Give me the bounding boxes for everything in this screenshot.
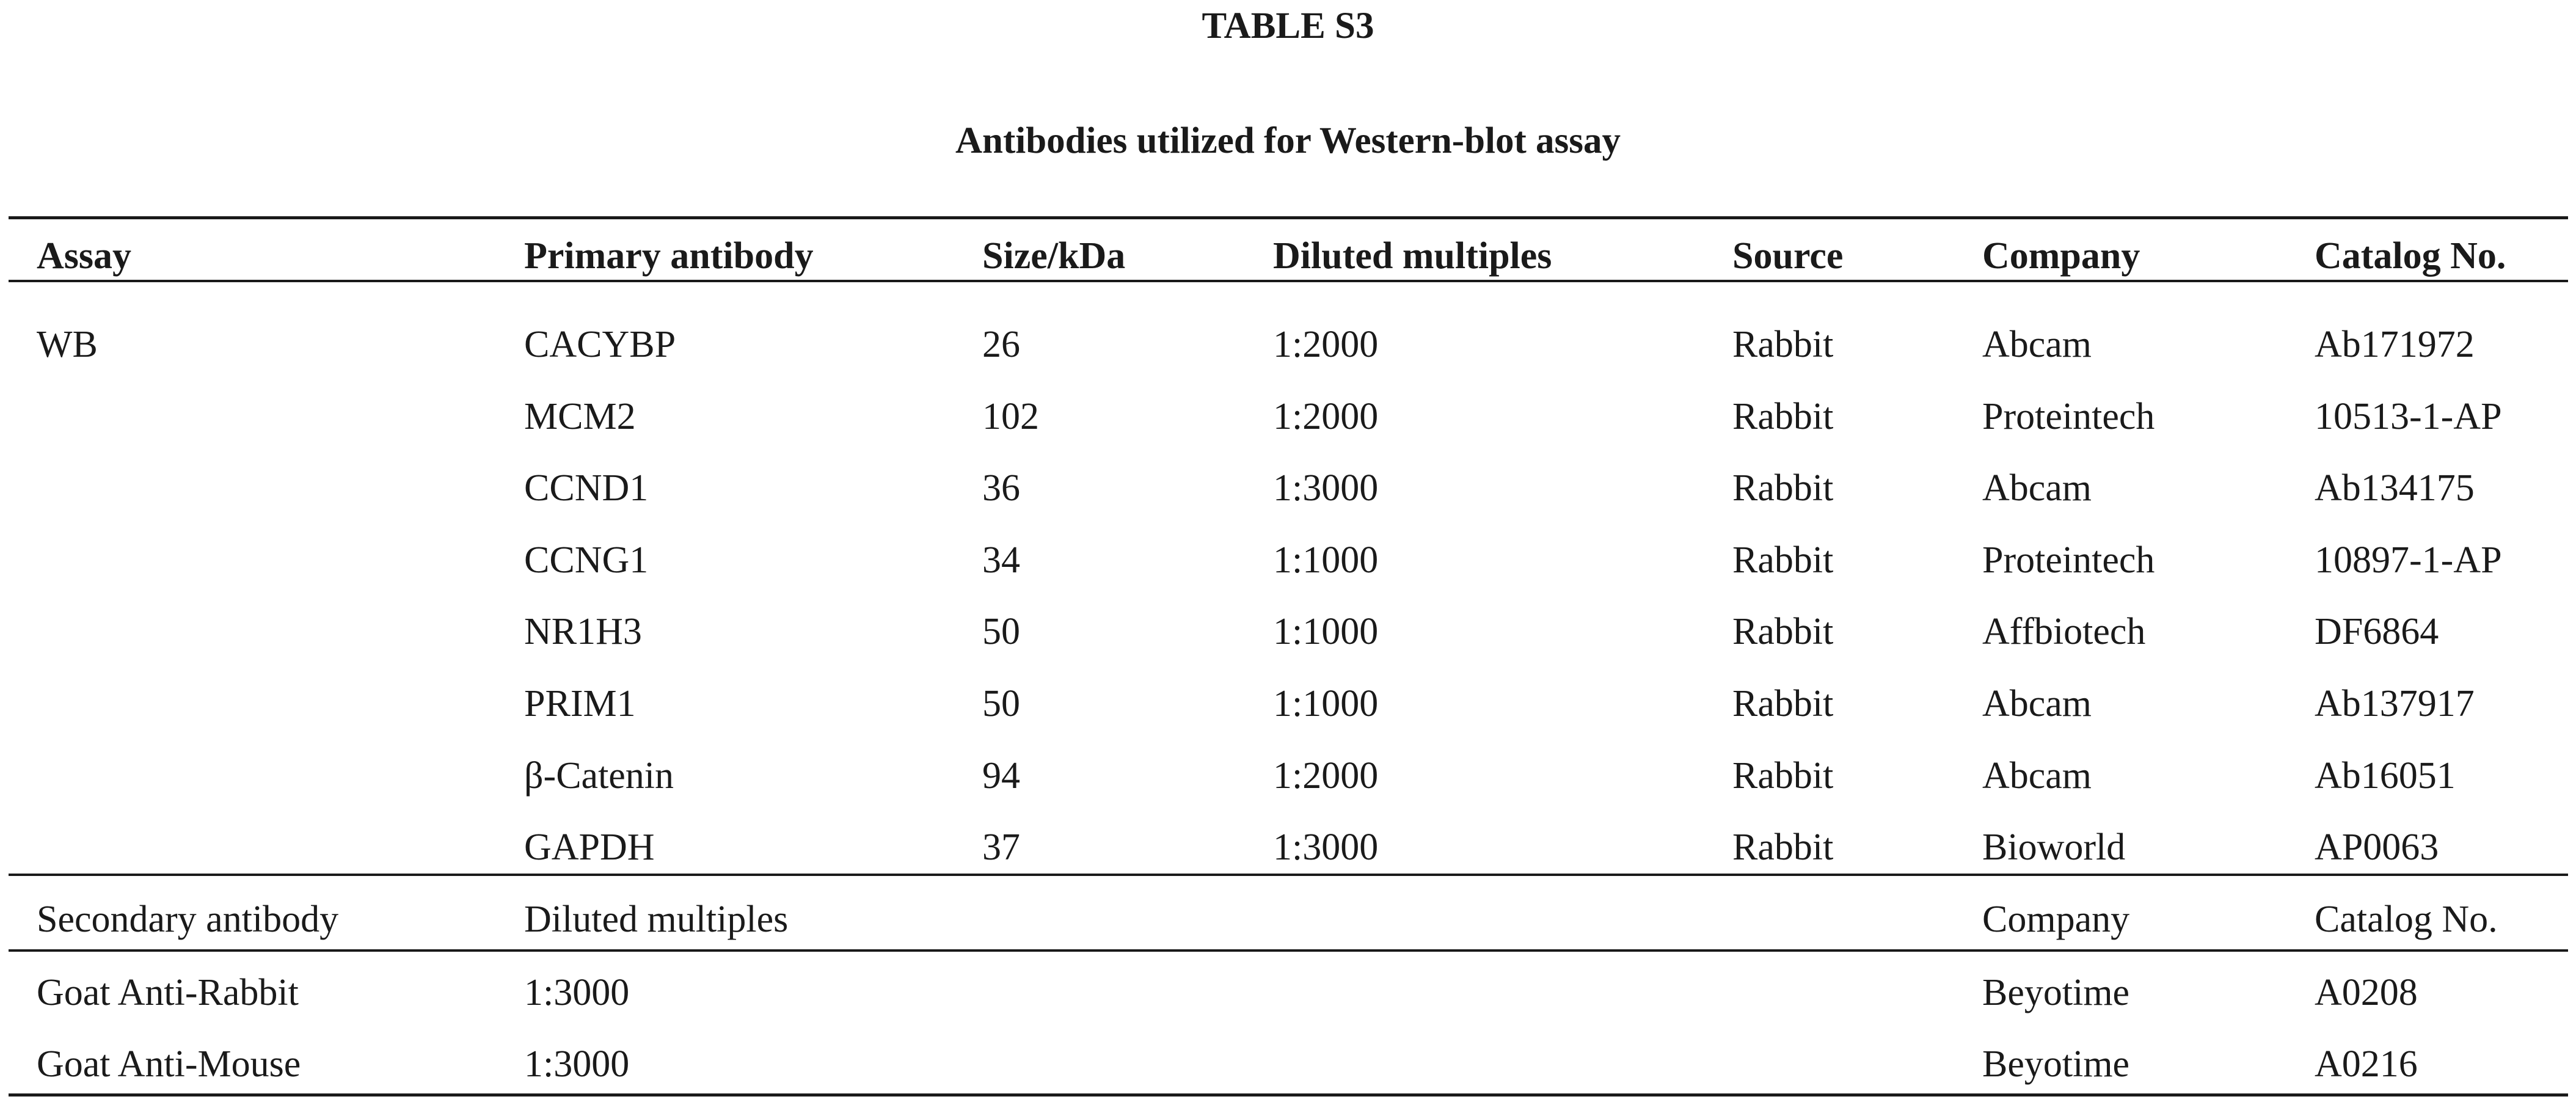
source-cell: Rabbit [1732,324,1834,365]
secondary-header-diluted: Diluted multiples [524,899,789,940]
primary-antibody-cell: CACYBP [524,324,676,365]
primary-antibody-cell: PRIM1 [524,683,636,724]
catalog-cell: AP0063 [2315,826,2439,869]
company-cell: Beyotime [1982,1043,2130,1085]
header-source: Source [1732,235,1844,277]
company-cell: Abcam [1982,324,2092,365]
primary-antibody-cell: CCND1 [524,467,649,509]
secondary-header-catalog: Catalog No. [2315,899,2498,940]
header-rule [9,280,2568,282]
top-rule [9,216,2568,219]
company-cell: Beyotime [1982,972,2130,1013]
source-cell: Rabbit [1732,826,1834,869]
catalog-cell: Ab171972 [2315,324,2475,365]
diluted-cell: 1:1000 [1273,683,1379,724]
diluted-cell: 1:1000 [1273,611,1379,653]
source-cell: Rabbit [1732,683,1834,724]
source-cell: Rabbit [1732,395,1834,437]
primary-antibody-cell: MCM2 [524,395,636,437]
catalog-cell: A0208 [2315,972,2418,1013]
company-cell: Proteintech [1982,539,2155,581]
secondary-header-company: Company [1982,899,2130,940]
size-cell: 36 [982,467,1020,509]
header-catalog-no: Catalog No. [2315,235,2506,277]
secondary-header-antibody: Secondary antibody [37,899,339,940]
section-rule [9,874,2568,876]
diluted-cell: 1:3000 [1273,826,1379,869]
source-cell: Rabbit [1732,611,1834,653]
company-cell: Abcam [1982,754,2092,797]
size-cell: 26 [982,324,1020,365]
company-cell: Bioworld [1982,826,2126,869]
catalog-cell: Ab16051 [2315,754,2456,797]
header-size: Size/kDa [982,235,1126,277]
source-cell: Rabbit [1732,754,1834,797]
table-caption: Antibodies utilized for Western-blot ass… [955,120,1621,161]
catalog-cell: 10513-1-AP [2315,395,2502,437]
catalog-cell: 10897-1-AP [2315,539,2502,581]
diluted-cell: 1:3000 [1273,467,1379,509]
diluted-cell: 1:3000 [524,1043,630,1085]
header-assay: Assay [37,235,132,277]
bottom-rule [9,1093,2568,1097]
diluted-cell: 1:1000 [1273,539,1379,581]
diluted-cell: 1:2000 [1273,324,1379,365]
secondary-antibody-cell: Goat Anti-Mouse [37,1043,301,1085]
secondary-header-rule [9,949,2568,952]
catalog-cell: Ab137917 [2315,683,2475,724]
diluted-cell: 1:3000 [524,972,630,1013]
size-cell: 34 [982,539,1020,581]
catalog-cell: DF6864 [2315,611,2439,653]
diluted-cell: 1:2000 [1273,395,1379,437]
header-diluted-multiples: Diluted multiples [1273,235,1552,277]
company-cell: Abcam [1982,467,2092,509]
source-cell: Rabbit [1732,539,1834,581]
header-company: Company [1982,235,2140,277]
header-primary-antibody: Primary antibody [524,235,814,277]
size-cell: 37 [982,826,1020,869]
company-cell: Abcam [1982,683,2092,724]
size-cell: 50 [982,683,1020,724]
size-cell: 50 [982,611,1020,653]
table-label: TABLE S3 [1202,5,1374,46]
size-cell: 94 [982,754,1020,797]
assay-cell: WB [37,324,98,365]
primary-antibody-cell: CCNG1 [524,539,649,581]
secondary-antibody-cell: Goat Anti-Rabbit [37,972,299,1013]
diluted-cell: 1:2000 [1273,754,1379,797]
catalog-cell: A0216 [2315,1043,2418,1085]
primary-antibody-cell: GAPDH [524,826,655,869]
source-cell: Rabbit [1732,467,1834,509]
company-cell: Proteintech [1982,395,2155,437]
catalog-cell: Ab134175 [2315,467,2475,509]
company-cell: Affbiotech [1982,611,2146,653]
primary-antibody-cell: β-Catenin [524,754,674,797]
primary-antibody-cell: NR1H3 [524,611,642,653]
size-cell: 102 [982,395,1039,437]
